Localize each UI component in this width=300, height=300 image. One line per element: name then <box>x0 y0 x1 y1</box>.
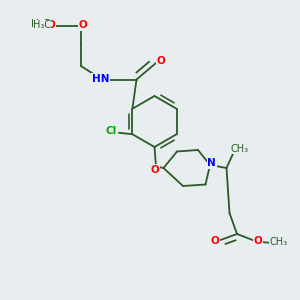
Text: H₃C: H₃C <box>33 20 51 30</box>
Text: CH₃: CH₃ <box>231 143 249 154</box>
Text: O: O <box>156 56 165 66</box>
Text: H₃C: H₃C <box>31 19 50 29</box>
Text: HN: HN <box>92 74 109 84</box>
Text: O: O <box>150 165 159 175</box>
Text: O: O <box>78 20 87 30</box>
Text: Cl: Cl <box>106 126 117 136</box>
Text: N: N <box>207 158 216 169</box>
Text: CH₃: CH₃ <box>269 237 287 247</box>
Text: O: O <box>46 20 56 31</box>
Text: O: O <box>211 236 220 247</box>
Text: O: O <box>254 236 262 246</box>
